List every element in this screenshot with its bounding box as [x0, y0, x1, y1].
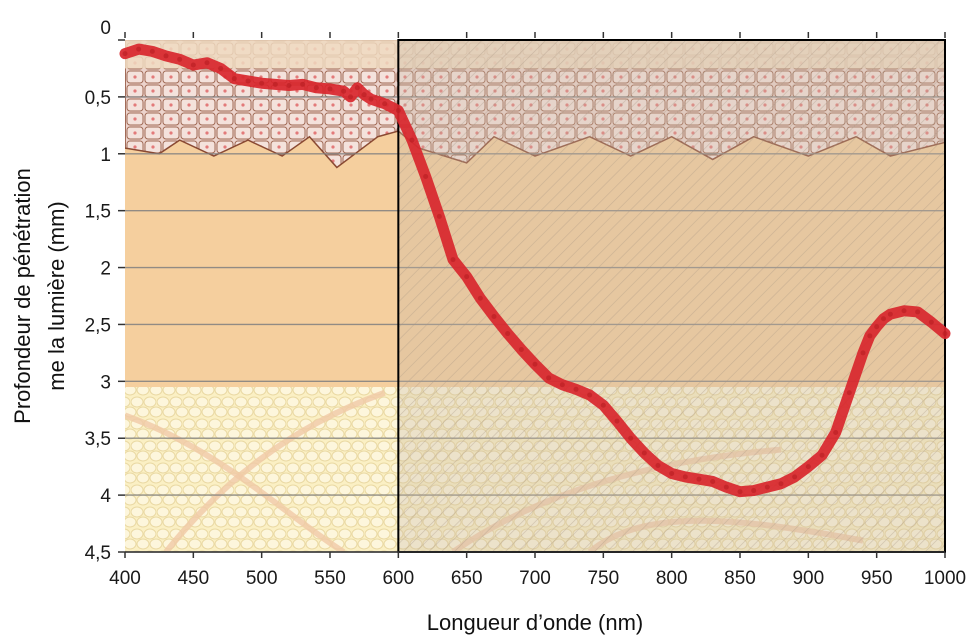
data-point-0-49 [764, 484, 770, 490]
data-point-0-11 [272, 81, 278, 87]
data-point-0-20 [368, 96, 374, 102]
data-point-0-19 [361, 92, 367, 98]
data-point-0-63 [928, 319, 934, 325]
data-point-0-23 [409, 137, 415, 143]
data-point-0-7 [218, 65, 224, 71]
y-tick-label-8: 4 [100, 486, 111, 507]
x-tick-label-5: 650 [451, 568, 483, 589]
data-point-0-3 [163, 53, 169, 59]
data-point-0-10 [259, 80, 265, 86]
data-point-0-57 [867, 333, 873, 339]
y-axis-ticks: 0 0,5 1 1,5 2 2,5 3 3,5 4 4,5 [85, 18, 125, 564]
data-point-0-48 [751, 488, 757, 494]
data-point-0-2 [149, 48, 155, 54]
data-point-0-29 [491, 313, 497, 319]
y-tick-label-5: 2,5 [85, 315, 111, 336]
data-point-0-34 [559, 382, 565, 388]
data-point-0-16 [341, 88, 347, 94]
data-point-0-22 [395, 108, 401, 114]
data-point-0-54 [833, 430, 839, 436]
data-point-0-9 [245, 78, 251, 84]
data-point-0-52 [805, 464, 811, 470]
x-axis-title: Longueur d’onde (nm) [427, 610, 643, 635]
data-point-0-39 [628, 435, 634, 441]
x-axis-ticks: 400 450 500 550 600 650 700 750 800 850 900 950 1000 [109, 32, 966, 589]
x-tick-label-10: 900 [792, 568, 824, 589]
data-point-0-30 [505, 331, 511, 337]
data-point-0-1 [136, 46, 142, 52]
data-point-0-33 [546, 375, 552, 381]
data-point-0-15 [327, 86, 333, 92]
x-tick-label-9: 850 [724, 568, 756, 589]
data-point-0-50 [778, 481, 784, 487]
data-point-0-5 [190, 62, 196, 68]
data-point-0-42 [669, 470, 675, 476]
data-point-0-51 [792, 474, 798, 480]
x-tick-label-2: 500 [246, 568, 278, 589]
data-point-0-18 [354, 85, 360, 91]
data-point-0-47 [737, 489, 743, 495]
vessel-0 [125, 412, 346, 552]
data-point-0-37 [600, 402, 606, 408]
y-tick-label-6: 3 [100, 372, 111, 393]
highlight-region [397, 39, 947, 553]
x-tick-label-8: 800 [656, 568, 688, 589]
y-axis-title-line-1: Profondeur de pénétration [10, 168, 35, 424]
data-point-0-31 [518, 346, 524, 352]
y-tick-label-4: 2 [100, 259, 111, 280]
x-tick-label-1: 450 [177, 568, 209, 589]
data-point-0-59 [881, 316, 886, 322]
data-point-0-58 [874, 324, 880, 330]
data-point-0-8 [231, 76, 237, 82]
data-point-0-62 [915, 309, 921, 315]
data-point-0-60 [887, 311, 893, 317]
data-point-0-56 [860, 350, 866, 356]
data-point-0-0 [122, 51, 128, 57]
data-point-0-25 [436, 213, 442, 219]
y-tick-label-2: 1 [100, 145, 111, 166]
data-point-0-4 [177, 56, 183, 62]
data-point-0-28 [477, 295, 483, 301]
y-tick-label-0: 0 [100, 18, 111, 39]
x-tick-label-12: 1000 [924, 568, 966, 589]
vessel-1 [163, 389, 386, 552]
data-point-0-6 [204, 60, 210, 66]
data-point-0-46 [723, 484, 729, 490]
data-point-0-24 [423, 174, 429, 180]
data-point-0-43 [682, 474, 688, 480]
data-point-0-26 [450, 257, 456, 263]
series-layer [119, 43, 951, 498]
data-point-0-38 [614, 418, 620, 424]
data-point-0-32 [532, 361, 538, 367]
y-tick-label-3: 1,5 [85, 202, 111, 223]
y-tick-label-9: 4,5 [85, 543, 111, 564]
data-point-0-17 [348, 94, 353, 100]
x-tick-label-6: 700 [519, 568, 551, 589]
y-tick-label-7: 3,5 [85, 429, 111, 450]
data-point-0-12 [286, 83, 292, 89]
data-point-0-44 [696, 476, 702, 482]
y-tick-label-1: 0,5 [85, 88, 111, 109]
data-point-0-14 [313, 85, 319, 91]
data-point-0-21 [382, 101, 388, 107]
x-tick-label-4: 600 [382, 568, 414, 589]
data-point-0-61 [901, 308, 907, 314]
data-point-0-40 [641, 450, 647, 456]
data-point-0-45 [710, 478, 716, 484]
x-tick-label-7: 750 [587, 568, 619, 589]
x-tick-label-11: 950 [861, 568, 893, 589]
data-point-0-36 [587, 392, 593, 398]
data-point-0-55 [846, 390, 852, 396]
y-axis-title: Profondeur de pénétration me la lumière … [10, 168, 69, 424]
x-tick-label-0: 400 [109, 568, 141, 589]
data-point-0-64 [942, 331, 948, 337]
data-point-0-53 [819, 452, 825, 458]
x-tick-label-3: 550 [314, 568, 346, 589]
data-point-0-13 [300, 81, 306, 87]
data-point-0-35 [573, 386, 579, 392]
data-point-0-41 [655, 463, 661, 469]
data-point-0-27 [464, 274, 470, 280]
y-axis-title-line-2: me la lumière (mm) [44, 201, 69, 390]
